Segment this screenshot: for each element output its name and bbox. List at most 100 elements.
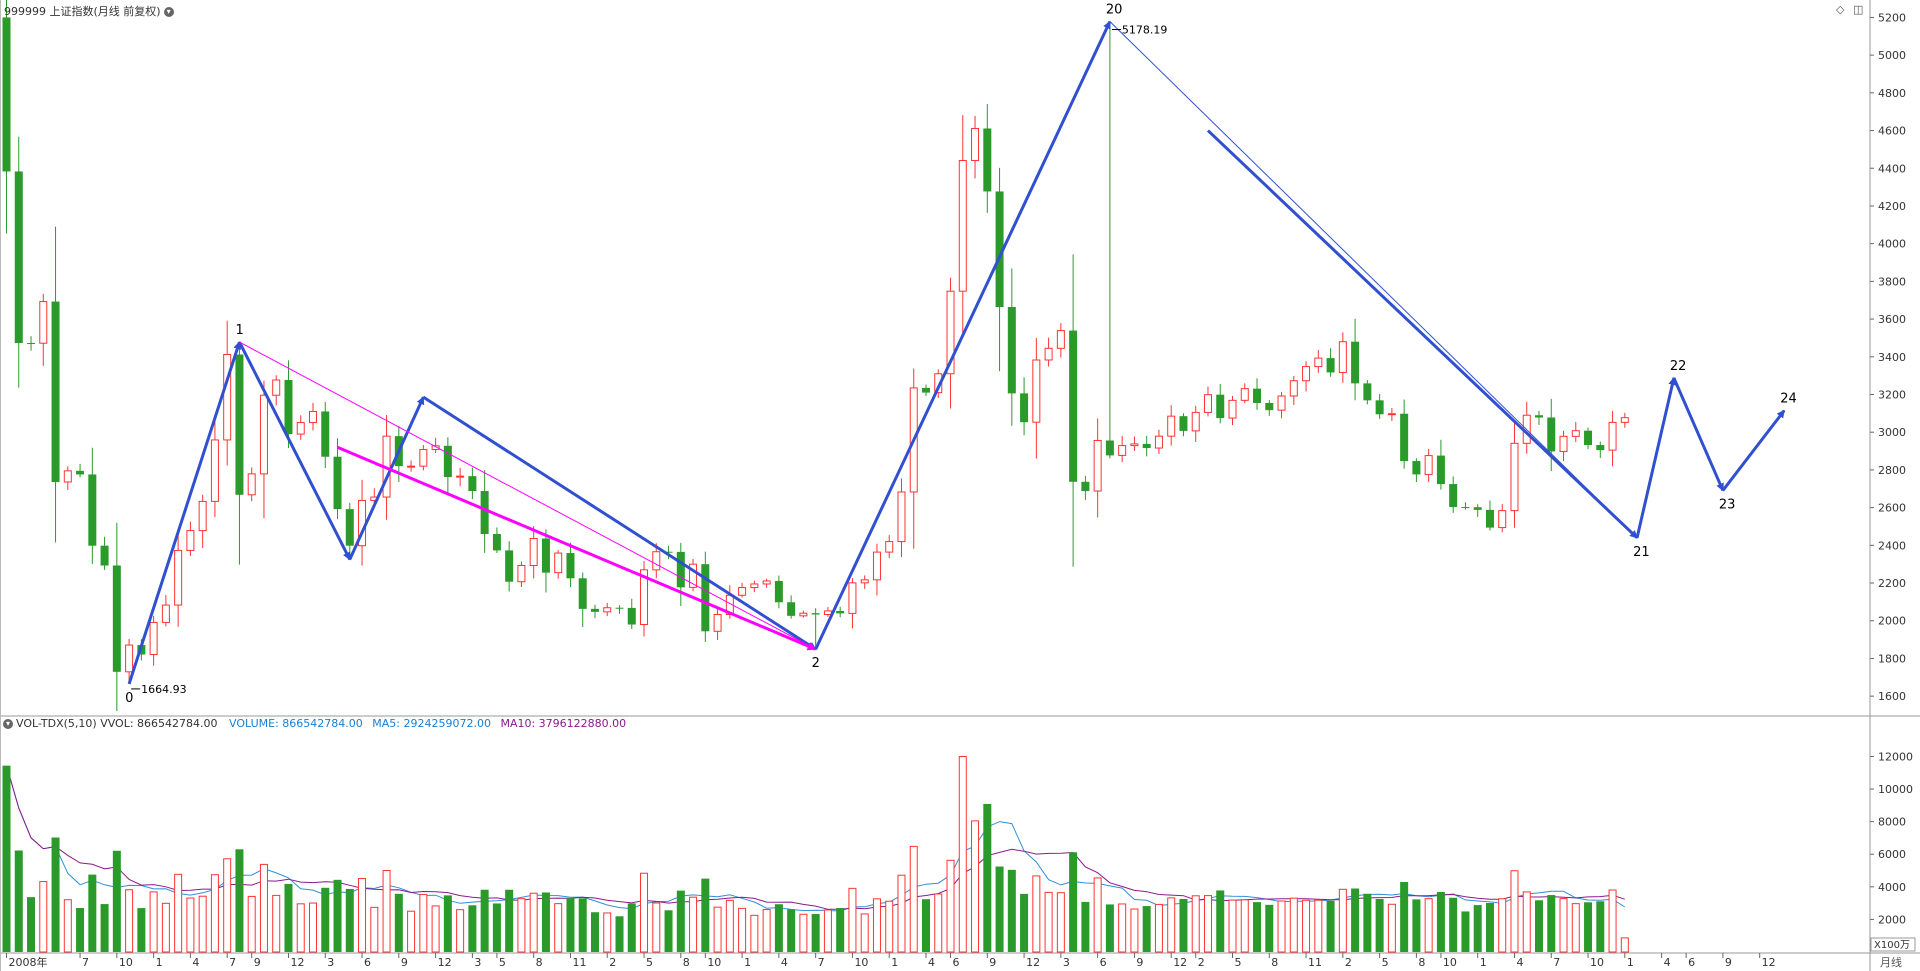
volume-bar-down — [14, 850, 23, 952]
volume-bar-up — [247, 895, 256, 953]
volume-bar-up — [259, 863, 268, 953]
vvol-value: VVOL: 866542784.00 — [100, 717, 218, 730]
volume-bar-up — [958, 756, 967, 953]
volume-bar-up — [1424, 898, 1433, 953]
candle-body-up — [750, 583, 759, 589]
volume-bar-up — [946, 859, 955, 953]
price-tick-label: 2800 — [1878, 464, 1906, 477]
volume-bar-down — [1326, 900, 1335, 952]
x-tick-label: 7 — [229, 956, 236, 969]
candle-body-up — [149, 621, 158, 655]
wave-label-20: 20 — [1106, 3, 1123, 18]
wave-23-24 — [1721, 409, 1786, 492]
candle-body-down — [51, 301, 60, 482]
candle-body-down — [983, 128, 992, 192]
period-label: 月线 — [1880, 956, 1902, 969]
candle-body-down — [1363, 383, 1372, 401]
candle-body-up — [309, 410, 317, 424]
volume-bar-up — [750, 914, 759, 953]
x-tick-label: 8 — [683, 956, 690, 969]
volume-bar-up — [1277, 900, 1286, 953]
volume-bar-up — [823, 909, 832, 953]
wave-0-1 — [127, 341, 242, 685]
volume-bar-down — [1216, 890, 1225, 952]
volume-bar-down — [284, 883, 293, 952]
wave-label-2: 2 — [812, 656, 820, 671]
volume-bar-down — [995, 866, 1004, 952]
volume-indicator-header: ▾ VOL-TDX(5,10) VVOL: 866542784.00 VOLUME… — [3, 717, 626, 730]
volume-bar-up — [370, 906, 379, 953]
volume-bar-up — [1056, 892, 1065, 953]
panel-icon[interactable]: ◫ — [1853, 3, 1864, 16]
volume-bar-down — [811, 913, 820, 952]
candle-body-down — [811, 613, 820, 615]
volume-bar-up — [1228, 899, 1237, 953]
candle-body-down — [1436, 455, 1445, 485]
wave-20-21 — [1206, 129, 1639, 539]
volume-bar-up — [1093, 877, 1102, 953]
candle-body-up — [1289, 380, 1298, 397]
price-tick-label: 1800 — [1878, 652, 1906, 665]
price-tick-label: 1600 — [1878, 690, 1906, 703]
candle-body-up — [1118, 445, 1127, 456]
wave-label-0: 0 — [125, 691, 133, 706]
candle-body-up — [161, 604, 170, 623]
x-tick-label: 9 — [401, 956, 408, 969]
candle-body-down — [14, 171, 23, 344]
x-tick-label: 1 — [156, 956, 163, 969]
chart-title: 999999 上证指数(月线 前复权) ▾ — [4, 3, 174, 19]
candle-body-down — [321, 411, 330, 457]
volume-bar-down — [701, 878, 710, 952]
volume-bar-up — [554, 903, 563, 953]
volume-bar-up — [517, 898, 526, 953]
candle-body-up — [63, 470, 72, 483]
volume-bar-up — [1338, 888, 1347, 953]
volume-bar-up — [1118, 903, 1127, 953]
magenta-arrow — [336, 445, 817, 651]
diamond-icon[interactable]: ◇ — [1836, 3, 1845, 16]
candle-body-up — [885, 541, 894, 553]
candle-body-up — [689, 563, 698, 588]
volume-bar-up — [1289, 897, 1298, 953]
price-tick-label: 3000 — [1878, 426, 1906, 439]
x-tick-label: 12 — [1173, 956, 1187, 969]
candle-body-down — [627, 607, 636, 625]
price-tick-label: 4400 — [1878, 162, 1906, 175]
volume-bar-down — [774, 904, 783, 952]
wave-labels: 0 1664.93 1 2 20 5178.19 21 22 23 24 — [125, 3, 1797, 706]
x-tick-label: 5 — [1382, 956, 1389, 969]
chart-title-text: 999999 上证指数(月线 前复权) — [4, 5, 161, 18]
volume-tick-label: 10000 — [1878, 783, 1913, 796]
volume-bar-down — [1473, 905, 1482, 952]
candle-body-down — [541, 538, 550, 573]
volume-bar-up — [272, 894, 281, 953]
x-tick-label: 10 — [854, 956, 868, 969]
wave-subwave-up — [348, 396, 425, 561]
volume-bar-up — [738, 907, 747, 953]
candle-body-up — [1093, 439, 1102, 492]
volume-bar-down — [922, 899, 930, 952]
volume-bar-up — [1191, 895, 1200, 953]
candle-body-up — [419, 449, 428, 467]
candle-body-down — [333, 456, 342, 510]
candle-body-down — [284, 379, 293, 435]
x-tick-label: 6 — [953, 956, 960, 969]
candle-body-up — [1130, 443, 1139, 447]
candle-body-down — [88, 474, 97, 546]
volume-bar-down — [1461, 911, 1470, 952]
candle-body-up — [1510, 442, 1519, 512]
volume-bar-down — [676, 890, 685, 952]
candle-body-down — [1326, 358, 1335, 373]
chevron-down-icon[interactable]: ▾ — [3, 719, 13, 729]
volume-bar-up — [1571, 903, 1580, 953]
x-tick-label: 2 — [1198, 956, 1205, 969]
x-tick-label: 2 — [1345, 956, 1352, 969]
volume-bar-up — [1044, 891, 1053, 953]
volume-unit-label: X100万 — [1874, 940, 1910, 951]
candle-body-up — [456, 475, 465, 478]
chevron-down-icon[interactable]: ▾ — [163, 7, 174, 17]
candle-body-down — [76, 470, 85, 475]
price-tick-label: 2400 — [1878, 539, 1906, 552]
candle-body-up — [1571, 430, 1580, 437]
x-tick-label: 2008年 — [9, 955, 48, 969]
